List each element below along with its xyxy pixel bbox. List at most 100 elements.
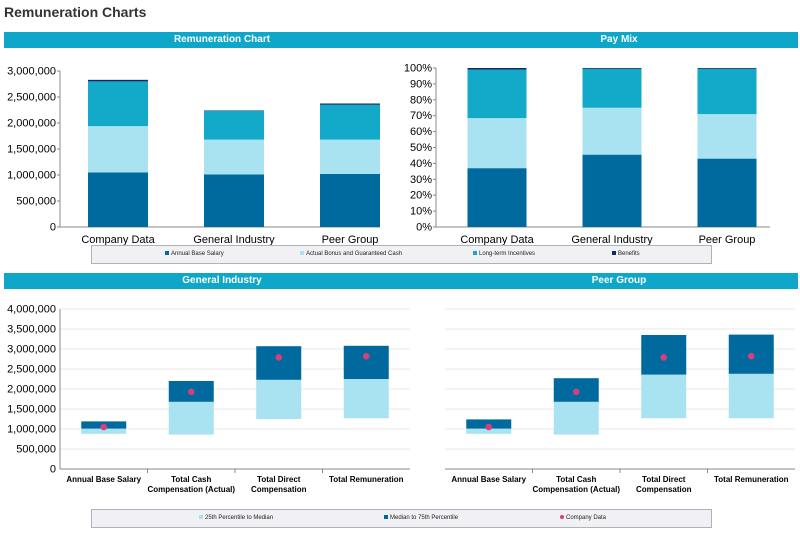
legend-swatch-benefits (612, 251, 616, 256)
y-tick-label-general-2: 1,000,000 (7, 424, 56, 436)
y-tick-label-remuneration-3: 1,500,000 (7, 144, 56, 156)
y-tick-label-paymix-10: 100% (404, 63, 432, 75)
bar-paymix-company-data-benefits (467, 68, 527, 70)
y-tick-label-general-3: 1,500,000 (7, 404, 56, 416)
legend-swatch-long-term-incentives (473, 251, 477, 256)
bar-paymix-peer-group-actual-bonus-and-guaranteed-cash (697, 114, 757, 159)
company-marker-general-total-direct-compensation (275, 354, 283, 361)
legend-label-median-to-75th-percentile: Median to 75th Percentile (390, 515, 459, 521)
y-tick-label-paymix-5: 50% (410, 142, 432, 154)
legend-swatch-25th-percentile-to-median (199, 515, 203, 520)
bar-paymix-peer-group-benefits (697, 68, 757, 69)
company-marker-peer-annual-base-salary (485, 423, 493, 431)
y-tick-label-general-1: 500,000 (16, 444, 56, 456)
company-marker-general-annual-base-salary (100, 423, 108, 431)
legend-item-actual-bonus-and-guaranteed-cash: Actual Bonus and Guaranteed Cash (300, 246, 402, 262)
x-tick-label-paymix-2: Peer Group (699, 234, 756, 246)
bar-remuneration-peer-group-actual-bonus-and-guaranteed-cash (320, 139, 380, 174)
range-bar-high-general-total-direct-compensation (256, 346, 302, 380)
bar-paymix-general-industry-benefits (582, 68, 642, 69)
legend-label-annual-base-salary: Annual Base Salary (171, 251, 224, 257)
x-tick-label-peer-3-0: Total Remuneration (714, 475, 789, 484)
bar-remuneration-general-industry-long-term-incentives (204, 111, 264, 140)
legend-swatch-actual-bonus-and-guaranteed-cash (300, 251, 304, 256)
legend-item-benefits: Benefits (612, 246, 640, 262)
x-tick-label-remuneration-1: General Industry (193, 234, 275, 246)
range-bar-low-general-total-direct-compensation (256, 379, 302, 419)
x-tick-label-paymix-0: Company Data (460, 234, 534, 246)
y-tick-label-paymix-4: 40% (410, 158, 432, 170)
range-bar-low-general-total-cash-compensation-actual (168, 401, 214, 435)
y-tick-label-remuneration-4: 2,000,000 (7, 118, 56, 130)
legend-swatch-annual-base-salary (165, 251, 169, 256)
y-tick-label-paymix-7: 70% (410, 110, 432, 122)
y-tick-label-remuneration-1: 500,000 (16, 196, 56, 208)
company-marker-peer-total-direct-compensation (660, 354, 668, 361)
legend-item-company-data: Company Data (560, 510, 606, 526)
y-tick-label-paymix-2: 20% (410, 190, 432, 202)
x-tick-label-paymix-1: General Industry (571, 234, 653, 246)
bar-paymix-general-industry-actual-bonus-and-guaranteed-cash (582, 107, 642, 155)
bar-paymix-general-industry-annual-base-salary (582, 154, 642, 227)
y-tick-label-remuneration-0: 0 (50, 222, 56, 234)
pay-mix-header: Pay Mix (440, 32, 798, 48)
y-tick-label-general-5: 2,500,000 (7, 364, 56, 376)
range-bar-low-peer-total-direct-compensation (641, 374, 687, 419)
bar-paymix-company-data-annual-base-salary (467, 168, 527, 227)
range-bar-low-general-annual-base-salary (81, 428, 127, 434)
bar-paymix-general-industry-long-term-incentives (582, 68, 642, 108)
range-bar-low-peer-annual-base-salary (466, 428, 512, 434)
y-tick-label-general-6: 3,000,000 (7, 344, 56, 356)
x-tick-label-general-1-1: Compensation (Actual) (147, 485, 235, 494)
x-tick-label-general-2-0: Total Direct (257, 475, 301, 484)
top-legend: Annual Base Salary Actual Bonus and Guara… (91, 245, 712, 264)
peer-group-header: Peer Group (440, 273, 798, 289)
y-tick-label-remuneration-5: 2,500,000 (7, 92, 56, 104)
x-tick-label-peer-1-1: Compensation (Actual) (532, 485, 620, 494)
x-tick-label-general-3-0: Total Remuneration (329, 475, 404, 484)
company-marker-general-total-remuneration (362, 352, 370, 360)
bar-remuneration-general-industry-actual-bonus-and-guaranteed-cash (204, 139, 264, 175)
y-tick-label-paymix-1: 10% (410, 206, 432, 218)
bar-remuneration-general-industry-annual-base-salary (204, 174, 264, 227)
x-tick-label-remuneration-0: Company Data (81, 234, 155, 246)
legend-label-long-term-incentives: Long-term Incentives (479, 251, 536, 257)
bar-paymix-peer-group-annual-base-salary (697, 158, 757, 227)
bar-remuneration-peer-group-benefits (320, 103, 380, 105)
page-title: Remuneration Charts (4, 4, 147, 20)
bar-remuneration-company-data-long-term-incentives (88, 81, 148, 127)
x-tick-label-peer-2-0: Total Direct (642, 475, 686, 484)
x-tick-label-remuneration-2: Peer Group (322, 234, 379, 246)
bar-paymix-peer-group-long-term-incentives (697, 68, 757, 115)
y-tick-label-general-0: 0 (50, 464, 56, 476)
x-tick-label-general-0-0: Annual Base Salary (66, 475, 141, 484)
x-tick-label-general-2-1: Compensation (251, 485, 307, 494)
legend-label-25th-percentile-to-median: 25th Percentile to Median (205, 515, 274, 521)
y-tick-label-paymix-9: 90% (410, 78, 432, 90)
legend-item-25th-percentile-to-median: 25th Percentile to Median (199, 510, 273, 526)
legend-label-benefits: Benefits (618, 251, 640, 257)
legend-swatch-company-data (560, 515, 564, 520)
y-tick-label-general-8: 4,000,000 (7, 304, 56, 316)
bar-paymix-company-data-actual-bonus-and-guaranteed-cash (467, 118, 527, 169)
company-marker-peer-total-cash-compensation-actual (572, 388, 580, 396)
legend-item-long-term-incentives: Long-term Incentives (473, 246, 535, 262)
y-tick-label-paymix-3: 30% (410, 174, 432, 186)
y-tick-label-paymix-0: 0% (416, 222, 432, 234)
bar-paymix-company-data-long-term-incentives (467, 69, 527, 119)
bar-remuneration-peer-group-annual-base-salary (320, 173, 380, 227)
bar-remuneration-peer-group-long-term-incentives (320, 104, 380, 140)
range-bar-low-peer-total-remuneration (728, 373, 774, 419)
general-industry-header: General Industry (4, 273, 440, 289)
legend-swatch-median-to-75th-percentile (384, 515, 388, 520)
bar-remuneration-company-data-annual-base-salary (88, 172, 148, 227)
legend-label-actual-bonus-and-guaranteed-cash: Actual Bonus and Guaranteed Cash (306, 251, 403, 257)
x-tick-label-peer-1-0: Total Cash (556, 475, 596, 484)
y-tick-label-general-7: 3,500,000 (7, 324, 56, 336)
bottom-legend: 25th Percentile to Median Median to 75th … (91, 509, 712, 528)
y-tick-label-remuneration-6: 3,000,000 (7, 66, 56, 78)
legend-item-annual-base-salary: Annual Base Salary (165, 246, 224, 262)
y-tick-label-general-4: 2,000,000 (7, 384, 56, 396)
x-tick-label-general-1-0: Total Cash (171, 475, 211, 484)
remuneration-chart-header: Remuneration Chart (4, 32, 440, 48)
